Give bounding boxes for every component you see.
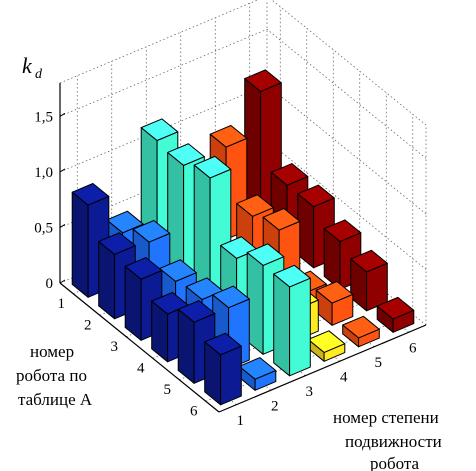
x-axis-label-line-1: номер — [30, 342, 74, 361]
bar-face-top — [350, 249, 388, 273]
y-axis-label-line-1: номер степени — [333, 408, 439, 427]
bar-face-side — [289, 277, 311, 377]
z-gridline — [59, 28, 427, 159]
box-top — [59, 0, 427, 126]
x-axis-line — [59, 282, 220, 413]
z-tick-mark — [59, 168, 66, 173]
y-tick-label: 1 — [237, 413, 245, 429]
bar-face-top — [106, 210, 144, 234]
bar-face-top — [124, 257, 163, 280]
z-tick-mark — [59, 224, 66, 228]
bar-face-top — [315, 280, 354, 304]
bar-face-top — [140, 118, 179, 142]
bar-face-top — [193, 155, 232, 179]
x-tick-label: 1 — [58, 296, 66, 312]
bar-face-top — [71, 182, 110, 206]
bar-face-top — [238, 357, 277, 380]
x-tick-label: 6 — [190, 403, 198, 419]
bar-robot-6-degree-5 — [342, 315, 380, 348]
bar-face-top — [262, 207, 301, 231]
z-tick-mark — [59, 112, 66, 117]
y-axis-line — [218, 324, 427, 413]
x-axis-label-line-3: таблице А — [18, 390, 93, 409]
bar-face-top — [246, 243, 285, 266]
bar-face-top — [297, 184, 335, 208]
bar-face-top — [236, 194, 274, 217]
bar-face-top — [132, 219, 171, 243]
x-tick-label: 4 — [137, 360, 145, 376]
bar-face-top — [244, 69, 282, 92]
z-tick-label: 0 — [46, 276, 54, 292]
z-tick-label: 1,5 — [34, 109, 53, 125]
bar-face-top — [270, 163, 309, 186]
x-axis-label-line-2: робота по — [16, 366, 87, 385]
bar-face-top — [376, 296, 415, 320]
bar-face-top — [323, 219, 362, 243]
bar-robot-6-degree-4 — [307, 330, 346, 362]
bar-face-top — [307, 330, 346, 353]
bar-face-side — [220, 345, 242, 406]
bar-face-top — [204, 332, 242, 356]
y-axis-label-line-2: подвижности — [345, 432, 442, 451]
y-tick-label: 5 — [375, 355, 383, 371]
y-tick-label: 4 — [340, 369, 348, 385]
bar-robot-6-degree-1 — [204, 332, 242, 406]
bar-face-top — [167, 143, 205, 166]
z-axis-label: k — [22, 53, 33, 78]
y-tick-label: 6 — [409, 340, 417, 356]
z-axis-label-subscript: d — [35, 67, 43, 82]
bar-face-top — [159, 259, 197, 282]
bar-face-front — [273, 273, 291, 377]
bars-layer — [71, 69, 415, 406]
bar-face-front — [71, 191, 89, 298]
bar-face-top — [209, 124, 248, 148]
bar-face-top — [98, 232, 136, 255]
z-tick-mark — [59, 279, 66, 284]
bar-robot-5-degree-6 — [350, 249, 388, 312]
z-tick-label: 0,5 — [34, 220, 53, 236]
x-tick-label: 3 — [111, 339, 119, 355]
bar-face-top — [212, 285, 250, 309]
bar-robot-6-degree-6 — [376, 296, 415, 333]
z-tick-label: 1,0 — [34, 165, 53, 181]
y-axis-label-line-3: робота — [370, 454, 420, 471]
bar-robot-6-degree-3 — [273, 264, 311, 377]
bar-robot-5-degree-5 — [315, 280, 354, 326]
y-tick-label: 3 — [306, 384, 314, 400]
labels-layer: k d номер робота по таблице А номер степ… — [16, 53, 442, 471]
bar-face-top — [177, 300, 216, 323]
x-tick-label: 2 — [84, 317, 92, 333]
y-tick-label: 2 — [271, 398, 279, 414]
bar-face-top — [273, 264, 311, 288]
x-tick-label: 5 — [164, 382, 172, 398]
bar-face-top — [342, 315, 380, 339]
